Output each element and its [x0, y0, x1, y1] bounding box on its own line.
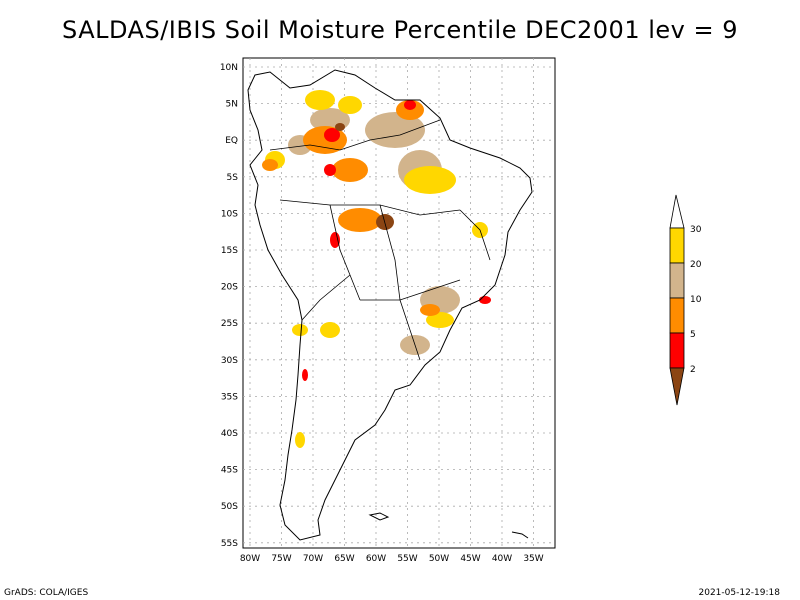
lon-label: 60W	[366, 554, 386, 564]
patch-gold-patagonia	[295, 432, 305, 448]
patch-gold-parana	[426, 312, 454, 328]
patch-tan-amazon	[365, 112, 425, 148]
lon-label: 55W	[397, 554, 417, 564]
soil-moisture-field	[262, 90, 491, 448]
latitude-labels: 10N 5N EQ 5S 10S 15S 20S 25S 30S 35S 40S 45S 50S 55S	[220, 63, 238, 549]
lat-label: 45S	[221, 466, 238, 476]
lon-label: 35W	[523, 554, 543, 564]
patch-gold-para	[404, 166, 456, 194]
lon-label: 50W	[429, 554, 449, 564]
colorbar: 30 20 10 5 2	[669, 194, 702, 406]
map-panel	[242, 57, 556, 549]
colorbar-top-arrow	[669, 194, 685, 229]
lon-label: 40W	[492, 554, 512, 564]
falkland-islands	[368, 512, 390, 521]
lon-label: 70W	[303, 554, 323, 564]
colorbar-label: 5	[690, 330, 696, 340]
lon-label: 75W	[271, 554, 291, 564]
coastline-south-america	[247, 69, 533, 541]
colorbar-orange	[669, 297, 685, 334]
colorbar-label: 10	[690, 295, 702, 305]
lat-label: 5S	[227, 173, 239, 183]
patch-gold-venezuela-2	[338, 96, 362, 114]
lat-label: 50S	[221, 502, 238, 512]
country-borders	[269, 119, 491, 361]
patch-gold-argentina	[320, 322, 340, 338]
patch-red-guiana	[404, 100, 416, 110]
colorbar-red	[669, 332, 685, 369]
longitude-labels: 80W 75W 70W 65W 60W 55W 50W 45W 40W 35W	[240, 554, 544, 564]
lat-label: 55S	[221, 539, 238, 549]
gridlines	[243, 58, 555, 548]
patch-gold-venezuela	[305, 90, 335, 110]
lat-label: 30S	[221, 356, 238, 366]
south-georgia	[511, 531, 529, 539]
patch-red-chile	[302, 369, 308, 381]
lon-label: 45W	[460, 554, 480, 564]
lat-label: 10S	[221, 209, 238, 219]
lat-label: 35S	[221, 392, 238, 402]
patch-gold-chile	[292, 324, 308, 336]
colorbar-label: 30	[690, 225, 702, 235]
lat-label: 20S	[221, 283, 238, 293]
patch-red-southeast	[479, 296, 491, 304]
footer-credit: GrADS: COLA/IGES	[4, 588, 89, 598]
colorbar-gold	[669, 227, 685, 264]
patch-red-colombia	[324, 128, 340, 142]
footer-timestamp: 2021-05-12-19:18	[698, 588, 781, 598]
patch-brown-venezuela	[335, 123, 345, 131]
patch-orange-ecuador	[262, 159, 278, 171]
lat-label: 15S	[221, 246, 238, 256]
patch-red-peru	[330, 232, 340, 248]
colorbar-label: 20	[690, 260, 702, 270]
colorbar-label: 2	[690, 365, 696, 375]
lat-label: 40S	[221, 429, 238, 439]
lat-label: EQ	[225, 136, 238, 146]
patch-red-amazon	[324, 164, 336, 176]
colorbar-tan	[669, 262, 685, 299]
lat-label: 25S	[221, 319, 238, 329]
map-title: SALDAS/IBIS Soil Moisture Percentile DEC…	[62, 16, 738, 44]
lat-label: 5N	[226, 100, 238, 110]
colorbar-bottom-arrow	[669, 367, 685, 406]
lon-label: 65W	[334, 554, 354, 564]
patch-orange-amazon	[332, 158, 368, 182]
lon-label: 80W	[240, 554, 260, 564]
patch-orange-south	[420, 304, 440, 316]
lat-label: 10N	[220, 63, 238, 73]
patch-orange-bolivia	[338, 208, 382, 232]
